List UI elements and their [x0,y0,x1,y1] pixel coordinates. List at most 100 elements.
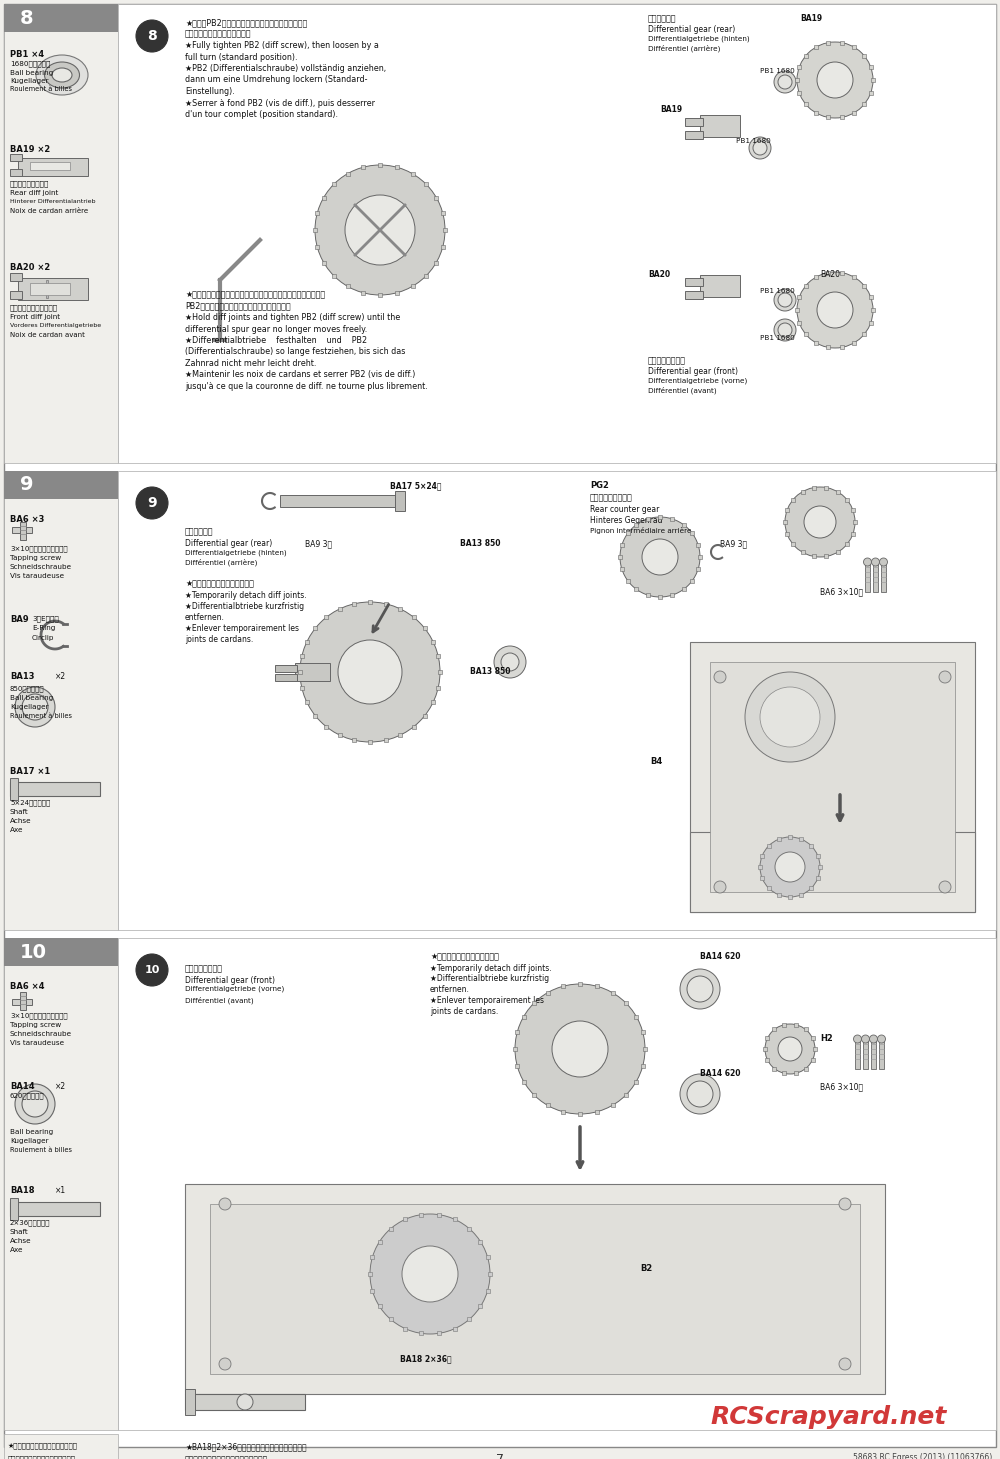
Bar [626,531,630,535]
Text: PG2: PG2 [590,481,609,490]
Text: BA9: BA9 [10,616,29,624]
Bar [855,1039,860,1069]
Text: Zahnrad nicht mehr leicht dreht.: Zahnrad nicht mehr leicht dreht. [185,359,316,368]
Text: フロントデフジョイント: フロントデフジョイント [10,303,58,311]
Bar [871,308,875,312]
Bar [797,295,801,299]
Text: Noix de cardan avant: Noix de cardan avant [10,333,85,338]
Text: Vis taraudeuse: Vis taraudeuse [10,1040,64,1046]
Text: Roulement à billes: Roulement à billes [10,1147,72,1153]
Circle shape [370,1214,490,1334]
Text: Achse: Achse [10,818,32,824]
Bar [804,283,808,287]
Text: Ball bearing: Ball bearing [10,1129,53,1135]
Text: 1680ベアリング: 1680ベアリング [10,60,50,67]
Bar [315,245,319,249]
Circle shape [501,654,519,671]
Text: Roulement à billes: Roulement à billes [10,713,72,719]
Bar [804,54,808,57]
Bar [795,77,799,82]
Bar [332,274,336,279]
Text: 3×10㎜皿タッピングビス: 3×10㎜皿タッピングビス [10,546,68,552]
Bar [690,579,694,582]
Bar [881,562,886,592]
Text: 8: 8 [20,9,34,28]
Text: BA20: BA20 [820,270,840,279]
Text: Axe: Axe [10,1247,24,1253]
Bar [785,508,789,512]
Ellipse shape [778,322,792,337]
Text: 58683 RC Egress (2013) (11063766): 58683 RC Egress (2013) (11063766) [853,1453,992,1459]
Bar [840,346,844,349]
Text: 5×24㎜シャフト: 5×24㎜シャフト [10,800,50,805]
Text: Kugellager: Kugellager [10,705,49,711]
Bar [118,4,996,463]
Bar [423,626,427,630]
Bar [436,655,440,658]
Text: Hinteres Gegenrad: Hinteres Gegenrad [590,516,662,525]
Text: Shaft: Shaft [10,808,29,816]
Bar [818,865,822,870]
Bar [698,554,702,559]
Circle shape [15,687,55,727]
Bar [4,4,118,463]
Bar [4,471,118,499]
Bar [513,1048,517,1050]
Bar [313,228,317,232]
Bar [767,843,771,848]
Text: Shaft: Shaft [10,1228,29,1234]
Text: (Differentialschraube) so lange festziehen, bis sich das: (Differentialschraube) so lange festzieh… [185,347,405,356]
Circle shape [785,487,855,557]
Ellipse shape [52,69,72,82]
Bar [685,279,703,286]
Bar [10,778,18,800]
Text: BA9 3㎜: BA9 3㎜ [305,538,332,549]
Bar [812,554,816,559]
Bar [853,519,857,524]
Bar [352,738,356,743]
Bar [785,533,789,535]
Circle shape [620,516,700,597]
Bar [12,527,32,533]
Bar [403,1217,407,1221]
Text: Différentiel (avant): Différentiel (avant) [185,996,254,1004]
Circle shape [760,837,820,897]
Circle shape [817,292,853,328]
Text: Schneidschraube: Schneidschraube [10,1032,72,1037]
Bar [685,290,703,299]
Bar [840,270,844,274]
Bar [322,261,326,264]
Bar [799,837,803,842]
Bar [634,1080,638,1084]
Bar [852,45,856,50]
Bar [772,1027,776,1032]
Bar [389,1227,393,1230]
Bar [794,1023,798,1027]
Bar [824,486,828,490]
Circle shape [338,641,402,705]
Bar [275,665,297,673]
Text: B4: B4 [650,757,662,766]
Bar [411,172,415,175]
Text: entfernen.: entfernen. [430,985,470,994]
Text: Ball bearing: Ball bearing [10,694,53,700]
Text: BA19: BA19 [800,15,822,23]
Circle shape [15,1084,55,1123]
Bar [437,1212,441,1217]
Text: Tapping screw: Tapping screw [10,554,61,562]
Circle shape [760,687,820,747]
Bar [453,1326,457,1331]
Circle shape [714,671,726,683]
Bar [799,893,803,897]
Text: Différentiel (arrière): Différentiel (arrière) [185,559,257,566]
Ellipse shape [749,137,771,159]
Bar [826,270,830,274]
Text: Hinterer Differentialantrieb: Hinterer Differentialantrieb [10,198,96,204]
Circle shape [237,1393,253,1409]
Bar [395,492,405,511]
Bar [873,562,878,592]
Text: Roulement à billes: Roulement à billes [10,86,72,92]
Bar [760,854,764,858]
Bar [690,832,975,912]
Bar [10,782,100,797]
